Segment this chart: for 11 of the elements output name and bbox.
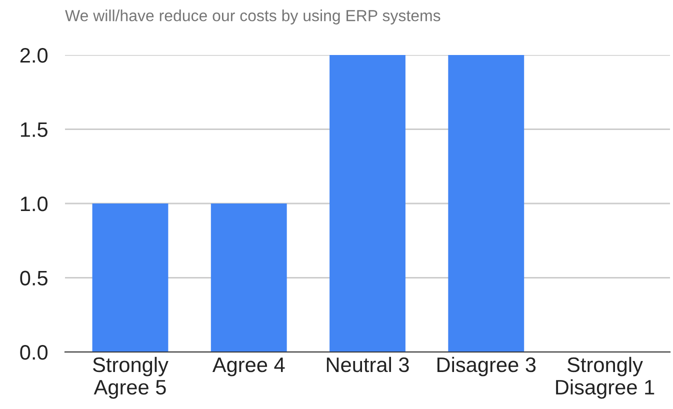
- x-tick-label: Disagree 3: [437, 356, 536, 376]
- x-tick-label: Agree 4: [212, 358, 285, 376]
- x-tick-label: Strongly Agree 5: [92, 356, 168, 399]
- y-tick-label: 2.0: [20, 48, 48, 63]
- y-tick-label: 0.0: [20, 345, 48, 360]
- x-tick-label: Neutral 3: [326, 356, 409, 372]
- y-tick-label: 0.5: [20, 270, 48, 286]
- x-tick-label: Strongly Disagree 1: [556, 356, 654, 399]
- chart-title: We will/have reduce our costs by using ERP systems: [65, 10, 440, 24]
- y-tick-label: 1.0: [20, 196, 48, 212]
- y-tick-label: 1.5: [20, 122, 48, 138]
